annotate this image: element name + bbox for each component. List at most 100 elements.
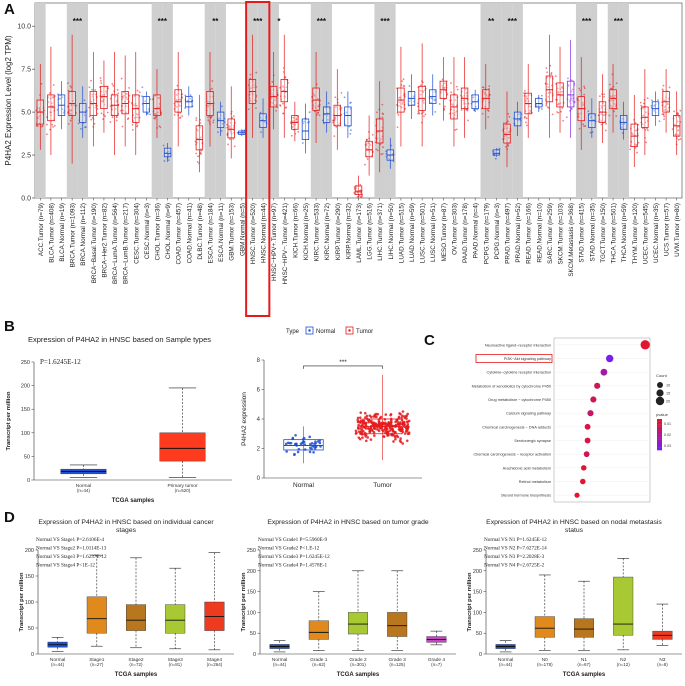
data-point: [658, 120, 661, 123]
data-point: [104, 115, 107, 118]
data-point: [252, 84, 255, 86]
data-point: [349, 101, 352, 104]
data-point: [52, 126, 54, 128]
data-point: [505, 121, 507, 124]
data-point: [579, 89, 582, 92]
data-point: [178, 117, 181, 119]
y-tick-label: 100: [25, 600, 34, 606]
x-tick-label: Normal: [76, 483, 91, 489]
data-point: [535, 104, 538, 107]
pathway-dot: [583, 451, 590, 458]
data-point: [621, 132, 624, 134]
data-point: [398, 428, 401, 432]
data-point: [476, 108, 479, 111]
data-point: [333, 135, 336, 138]
box: [280, 79, 288, 103]
x-tick-label: PRAD.Tumor (n=497): [504, 203, 511, 264]
data-point: [365, 138, 368, 141]
data-point: [621, 126, 624, 129]
data-point: [355, 187, 358, 190]
data-point: [195, 119, 198, 122]
data-point: [560, 110, 562, 113]
data-point: [676, 120, 679, 123]
data-point: [296, 450, 300, 454]
data-point: [444, 82, 447, 85]
x-tick-count: (n=27): [90, 662, 104, 667]
data-point: [422, 111, 425, 113]
x-tick-label: LUSC.Tumor (n=501): [420, 203, 427, 263]
x-tick-label: ACC.Tumor (n=79): [38, 203, 45, 256]
panel-label-b: B: [4, 318, 15, 335]
x-tick-label: STAD.Tumor (n=415): [579, 203, 586, 263]
data-point: [583, 87, 586, 90]
data-point: [99, 79, 102, 82]
data-point: [557, 111, 560, 114]
stat-line: Normal VS Grade1 P=5.5960E-9: [258, 537, 328, 543]
data-point: [154, 117, 156, 120]
data-point: [93, 122, 96, 125]
panel-label-d: D: [4, 509, 15, 526]
data-point: [676, 111, 679, 114]
data-point: [677, 133, 680, 136]
y-tick-label: 250: [21, 360, 30, 366]
x-tick-label: HNSC−HPV+.Tumor (n=97): [271, 203, 278, 281]
data-point: [136, 125, 138, 128]
data-point: [332, 121, 335, 124]
data-point: [634, 129, 637, 132]
data-point: [525, 121, 527, 124]
data-point: [372, 430, 376, 434]
y-tick-label: 0: [27, 478, 30, 484]
data-point: [589, 116, 592, 119]
pathway-label: Calcium signaling pathway: [506, 412, 551, 416]
data-point: [674, 133, 677, 136]
data-point: [207, 119, 210, 122]
data-point: [642, 114, 645, 117]
data-point: [651, 99, 653, 102]
data-point: [587, 110, 590, 113]
data-point: [365, 414, 369, 418]
data-point: [61, 108, 64, 111]
data-point: [565, 116, 568, 119]
data-point: [376, 111, 378, 114]
data-point: [581, 101, 584, 104]
data-point: [482, 91, 485, 93]
pathway-dot: [587, 410, 594, 417]
y-tick-label: 0.0: [21, 196, 31, 203]
data-point: [308, 450, 312, 454]
data-point: [603, 93, 606, 96]
data-point: [94, 93, 97, 96]
x-tick-label: Grade 2: [349, 657, 367, 663]
data-point: [67, 122, 70, 125]
data-point: [523, 89, 526, 92]
data-point: [40, 82, 43, 85]
data-point: [390, 433, 393, 437]
x-tick-label: CESC.Tumor (n=304): [133, 203, 140, 264]
data-point: [111, 116, 114, 119]
data-point: [450, 91, 453, 94]
data-point: [227, 143, 230, 146]
data-point: [157, 111, 159, 114]
data-point: [525, 95, 528, 98]
data-point: [340, 91, 343, 94]
data-point: [292, 117, 295, 119]
data-point: [629, 148, 632, 151]
stat-line: Normal VS Stage4 P<1E-12: [36, 563, 95, 569]
data-point: [291, 123, 294, 125]
data-point: [390, 427, 393, 431]
data-point: [300, 441, 304, 445]
data-point: [46, 123, 48, 126]
legend-size-dot: [657, 382, 663, 388]
data-point: [290, 134, 293, 137]
data-point: [603, 114, 606, 116]
data-point: [159, 126, 162, 129]
stat-line: Normal VS Grade2 P<1.E-12: [258, 546, 320, 552]
box: [347, 612, 368, 635]
data-point: [318, 114, 321, 117]
data-point: [679, 109, 682, 112]
data-point: [556, 111, 558, 113]
x-tick-count: (n=301): [350, 662, 366, 667]
data-point: [151, 98, 154, 101]
data-point: [374, 412, 378, 416]
data-point: [376, 131, 379, 134]
data-point: [318, 441, 322, 445]
